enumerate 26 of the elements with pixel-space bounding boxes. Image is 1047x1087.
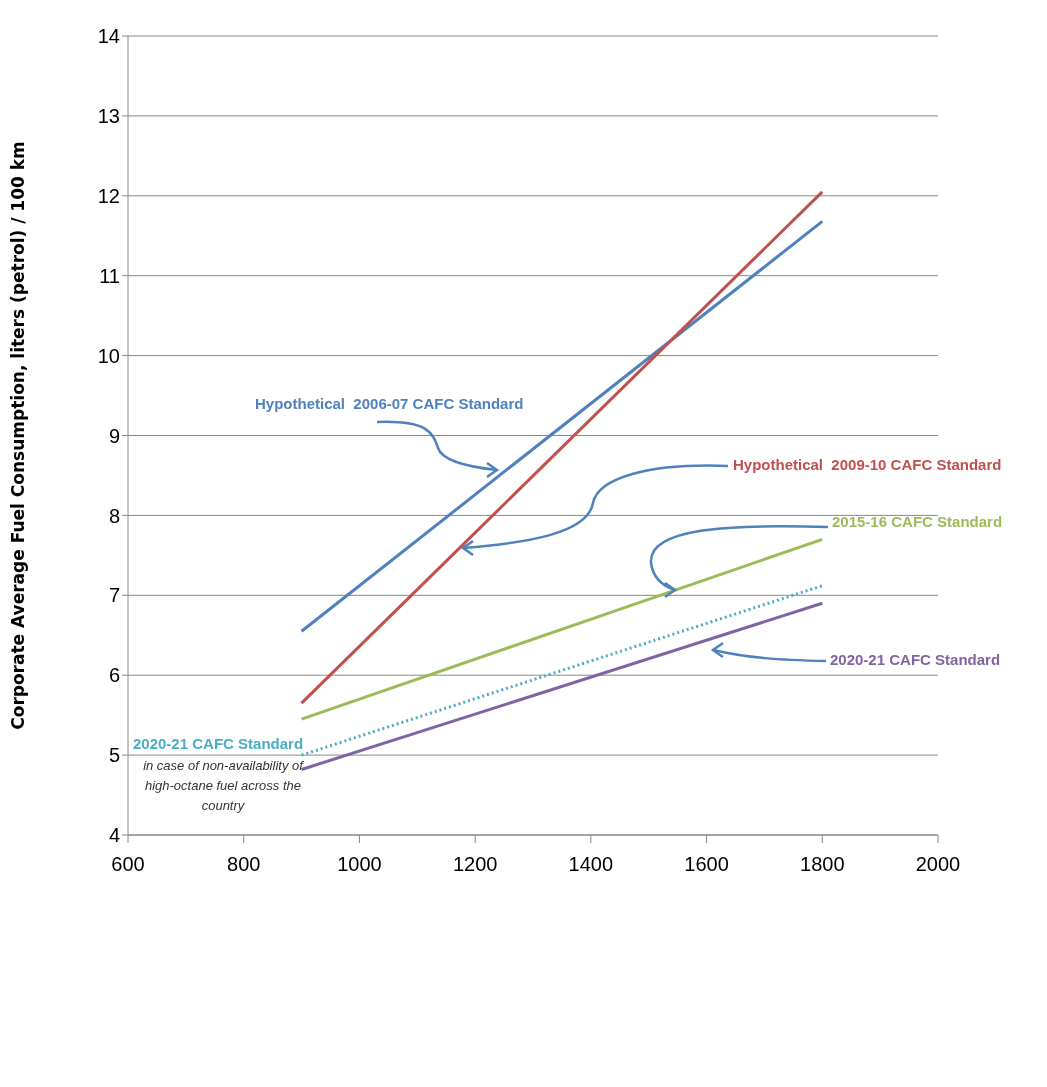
y-tick-label: 14: [97, 25, 120, 48]
y-tick-label: 8: [108, 504, 120, 527]
x-tick-label: 800: [227, 853, 261, 876]
y-axis-title: Corporate Average Fuel Consumption, liters (petrol) / 100 km: [8, 141, 29, 730]
y-tick-label: 9: [108, 424, 120, 447]
text: Hypothetical 2006-07 CAFC Standard: [255, 395, 524, 412]
y-tick-label: 6: [108, 664, 120, 687]
y-tick-label: 13: [97, 105, 120, 127]
x-tick-label: 1000: [337, 853, 382, 876]
y-tick-label: 4: [108, 824, 120, 847]
text: Hypothetical 2009-10 CAFC Standard: [733, 456, 1002, 473]
y-tick-label: 11: [99, 264, 120, 287]
x-tick-label: 1800: [800, 853, 845, 876]
series-label: 2020-21 CAFC Standard: [133, 735, 304, 752]
x-tick-label: 2000: [915, 853, 961, 876]
y-tick-label: 12: [97, 184, 120, 207]
series-label: 2015-16 CAFC Standard: [832, 513, 1003, 530]
text: 2020-21 CAFC Standard: [830, 651, 1001, 668]
x-tick-label: 1400: [568, 853, 614, 876]
annotation: in case of non-availability of high-octane fuel across the country: [142, 757, 305, 815]
y-tick-label: 5: [108, 744, 120, 767]
y-tick-label: 7: [108, 584, 120, 607]
y-tick-label: 10: [97, 344, 120, 367]
x-tick-label: 1600: [684, 853, 729, 876]
x-tick-label: 1200: [452, 853, 498, 876]
x-tick-label: 600: [111, 853, 145, 876]
